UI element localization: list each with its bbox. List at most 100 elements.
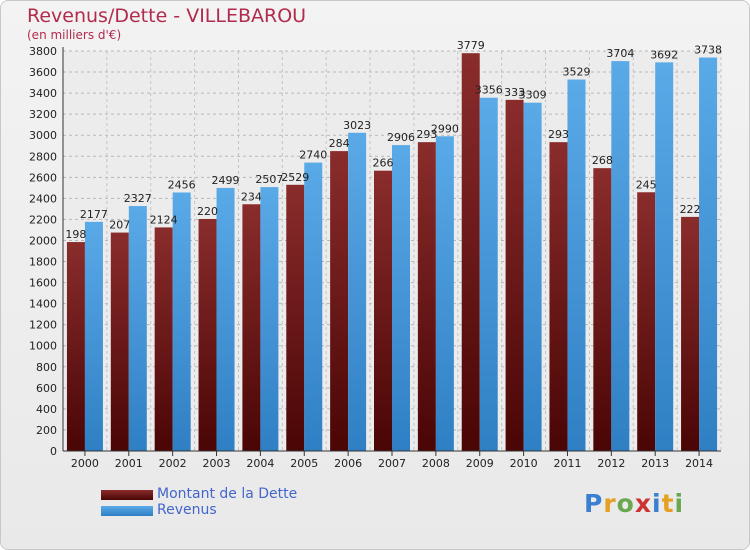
data-label-dette: 2124 [150,213,178,226]
data-label-revenus: 2177 [80,208,108,221]
x-tick-label: 2014 [685,457,713,470]
legend-swatch-debt [101,490,153,500]
x-tick-label: 2013 [641,457,669,470]
bar-dette [154,227,173,451]
x-tick-label: 2002 [159,457,187,470]
y-tick-label: 0 [50,445,57,458]
proxiti-logo: Proxiti [584,489,685,518]
bar-dette [637,192,656,451]
bar-revenus [304,162,323,451]
data-label-dette: 198 [65,228,86,241]
y-tick-label: 3200 [29,108,57,121]
y-tick-label: 3000 [29,129,57,142]
y-tick-label: 200 [36,424,57,437]
bar-dette [198,219,217,451]
bar-dette [374,170,392,451]
data-label-dette: 234 [241,190,262,203]
data-label-revenus: 2990 [431,122,459,135]
data-label-revenus: 3692 [650,48,678,61]
chart-title: Revenus/Dette - VILLEBAROU [27,5,307,27]
bar-dette [110,232,129,451]
bar-revenus [435,136,454,451]
y-tick-label: 2200 [29,213,57,226]
bar-revenus [216,187,235,451]
bar-revenus [699,57,718,452]
data-label-revenus: 2499 [212,174,240,187]
data-label-dette: 266 [373,157,394,170]
data-label-revenus: 2906 [387,131,415,144]
y-tick-label: 1400 [29,298,57,311]
data-label-revenus: 3023 [343,119,371,132]
x-tick-label: 2007 [378,457,406,470]
bar-revenus [260,187,279,451]
bar-dette [505,99,524,451]
y-tick-label: 3800 [29,45,57,58]
bar-dette [549,142,568,451]
bar-revenus [128,206,147,451]
bar-revenus [348,132,367,451]
y-tick-label: 400 [36,403,57,416]
bar-dette [286,184,305,451]
bar-dette [681,216,700,451]
data-label-revenus: 2456 [168,178,196,191]
data-label-dette: 284 [329,137,350,150]
data-label-dette: 333 [504,86,525,99]
x-tick-label: 2011 [553,457,581,470]
y-tick-label: 2000 [29,234,57,247]
bar-dette [330,151,349,451]
x-tick-label: 2006 [334,457,362,470]
legend-swatch-revenus [101,506,153,516]
data-label-dette: 268 [592,154,613,167]
data-label-dette: 2529 [281,171,309,184]
x-tick-label: 2009 [466,457,494,470]
data-label-dette: 245 [636,178,657,191]
y-tick-label: 600 [36,382,57,395]
bar-dette [417,142,436,451]
bar-revenus [567,79,586,452]
data-label-revenus: 2327 [124,192,152,205]
data-label-revenus: 3529 [562,66,590,79]
bar-revenus [392,145,410,451]
y-tick-label: 1800 [29,256,57,269]
y-tick-label: 3400 [29,87,57,100]
data-label-dette: 293 [548,128,569,141]
y-tick-label: 1600 [29,277,57,290]
chart-subtitle: (en milliers d'€) [27,28,122,42]
data-label-dette: 207 [109,219,130,232]
y-tick-label: 2400 [29,192,57,205]
y-tick-label: 2600 [29,171,57,184]
bar-dette [593,168,612,451]
bar-revenus [655,62,674,452]
bar-dette [66,242,85,451]
y-tick-label: 800 [36,361,57,374]
legend-label-revenus: Revenus [157,502,217,518]
x-tick-label: 2010 [510,457,538,470]
y-tick-label: 2800 [29,150,57,163]
y-tick-label: 3600 [29,66,57,79]
data-label-revenus: 3738 [694,44,722,57]
y-tick-label: 1200 [29,319,57,332]
bar-dette [242,204,261,451]
data-label-revenus: 2507 [255,173,283,186]
data-label-revenus: 3309 [519,89,547,102]
x-tick-label: 2003 [203,457,231,470]
bar-revenus [172,192,191,451]
x-tick-label: 2001 [115,457,143,470]
bar-revenus [479,97,498,451]
data-label-revenus: 3356 [475,84,503,97]
data-label-revenus: 3704 [606,47,634,60]
x-tick-label: 2004 [246,457,274,470]
data-label-revenus: 2740 [299,149,327,162]
x-tick-label: 2012 [597,457,625,470]
legend-label-debt: Montant de la Dette [157,486,298,502]
bar-revenus [611,61,630,452]
x-tick-label: 2000 [71,457,99,470]
y-tick-label: 1000 [29,340,57,353]
bar-revenus [84,221,103,451]
data-label-dette: 222 [680,203,701,216]
bar-revenus [523,102,542,452]
data-label-dette: 220 [197,205,218,218]
bar-dette [461,53,480,452]
